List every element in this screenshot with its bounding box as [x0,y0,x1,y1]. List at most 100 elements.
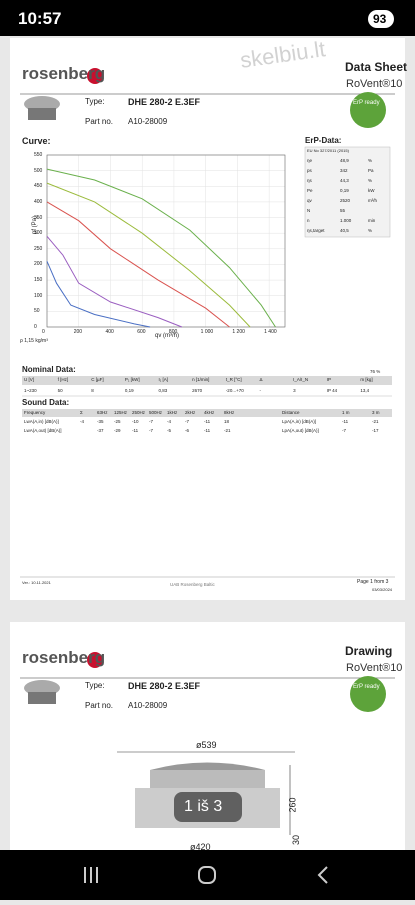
sound-header: Distance [282,410,300,415]
fan-curve [46,235,183,328]
sound-cell: -11 [204,428,211,433]
erp-badge-text: ErP ready [353,684,380,690]
fan-curve [46,182,251,328]
sound-cell: 18 [224,419,230,424]
erp-cell: 48,9 [340,158,349,163]
erp-cell: 40,5 [340,228,349,233]
nominal-value: 50 [57,388,63,393]
footer-version: Ver.: 10.11.2021 [22,580,51,585]
page-indicator-bg [174,792,242,822]
type-label: Type: [85,681,105,690]
sound-title: Sound Data: [22,398,70,407]
fan-curve [46,201,230,328]
nominal-value: 13,4 [360,388,370,393]
y-tick-label: 500 [34,167,43,174]
sound-header: 125Hz [114,410,128,415]
erp-cell: ηs [307,178,312,183]
doc-title: Data Sheet [345,60,408,74]
erp-cell: ps [307,168,312,173]
erp-cell: N [307,208,311,213]
product: RoVent®10 [346,662,403,674]
x-tick-label: 1 400 [264,329,277,335]
x-axis-label: qv (m³/h) [155,333,179,339]
nominal-header: Δ [259,377,263,382]
drawing-dome [150,762,265,770]
erp-header: EU No 327/2011 (2015) [307,148,349,153]
nominal-value: 3 [293,388,296,393]
nominal-header: U [V] [24,377,35,382]
x-tick-label: 0 [42,329,45,335]
y-tick-label: 100 [34,292,43,299]
fan-curve [46,261,151,328]
erp-cell: 2520 [340,198,351,203]
sound-cell: -11 [342,419,349,424]
erp-cell: n [307,218,310,223]
part-number: A10-28009 [128,117,168,126]
sound-cell: -5 [167,428,172,433]
sound-header: 250Hz [132,410,146,415]
erp-cell: min [368,218,376,223]
product: RoVent®10 [346,78,403,90]
erp-cell: 1.000 [340,218,352,223]
sound-cell: -7 [149,419,154,424]
home-button[interactable] [198,866,216,884]
dimension: 260 [287,797,298,813]
sound-cell: -25 [114,419,121,424]
sound-cell: -4 [167,419,172,424]
sound-cell: LwA(A,out) [dB(A)] [24,428,62,433]
fan-base [28,692,56,704]
y-tick-label: 400 [34,198,43,205]
sound-cell: -4 [80,419,85,424]
nominal-header: C [µF] [91,377,104,382]
dimension: 30 [291,834,302,846]
x-tick-label: 400 [105,329,114,335]
sound-cell: -6 [185,428,190,433]
sound-cell: LpA(A,out) [dB(A)] [282,428,319,433]
clock: 10:57 [18,9,62,28]
erp-cell: 55 [340,208,346,213]
page-1 [10,38,405,600]
sound-header: 2kHz [185,410,196,415]
battery-badge [368,10,394,28]
nominal-value: 8 [91,388,94,393]
nominal-value: -20...+70 [225,388,244,393]
y-tick-label: 0 [34,324,37,330]
x-tick-label: 800 [168,329,178,335]
recents-button[interactable] [84,867,98,883]
sound-header: 500Hz [149,410,163,415]
erp-badge [350,92,386,128]
sound-cell: -21 [372,419,379,424]
y-tick-label: 150 [34,277,43,284]
battery-level: 93 [373,12,387,26]
footer-date: 03/03/2024 [372,587,393,592]
type: DHE 280-2 E.3EF [128,97,201,107]
sound-cell: -7 [185,419,190,424]
nominal-value: - [259,388,261,393]
plot-frame [46,154,286,328]
type: DHE 280-2 E.3EF [128,681,201,691]
nominal-header: m [kg] [360,377,373,382]
x-tick-label: 200 [73,329,83,335]
nominal-header: IP [326,377,331,382]
sound-cell: -29 [114,428,121,433]
sound-cell: -7 [342,428,347,433]
erp-cell: Pa [368,168,374,173]
erp-badge-text: ErP ready [353,100,380,106]
erp-cell: 342 [340,168,348,173]
nominal-header: I_A/I_N [293,377,309,382]
erp-cell: qv [307,198,312,203]
logo: rosenberg [22,648,106,667]
y-tick-label: 250 [34,245,43,252]
nominal-header-bg [22,376,392,385]
x-tick-label: 1 000 [200,329,214,335]
erp-badge [350,676,386,712]
back-button[interactable] [317,866,328,884]
x-tick-label: 600 [137,329,146,335]
sound-cell: -7 [149,428,154,433]
nav-icons [84,866,328,884]
y-tick-label: 200 [34,261,43,268]
sound-header: 63Hz [97,410,108,415]
erp-cell: Pe [307,188,313,193]
sound-header: 1 m [342,410,350,415]
sound-cell: -37 [97,428,104,433]
